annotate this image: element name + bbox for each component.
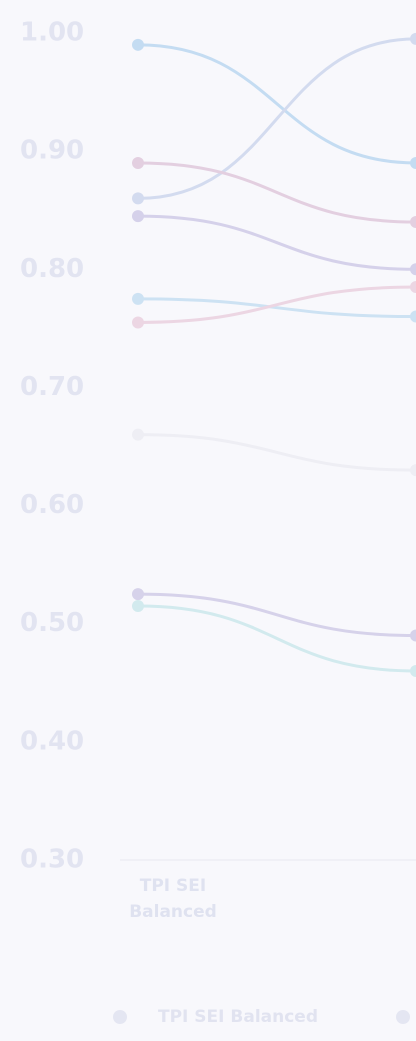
- data-point: [132, 428, 144, 441]
- series-line: [137, 297, 416, 319]
- legend-marker: [113, 1010, 127, 1024]
- data-point: [410, 310, 416, 323]
- data-point: [132, 192, 144, 205]
- y-tick-label: 0.80: [20, 254, 84, 284]
- series-line: [137, 604, 416, 673]
- y-tick-label: 0.90: [20, 136, 84, 166]
- x-tick-label: TPI SEI Balanced: [129, 876, 217, 922]
- data-point: [410, 216, 416, 229]
- y-tick-label: 1.00: [20, 18, 84, 48]
- data-point: [410, 281, 416, 294]
- series-line: [137, 214, 416, 271]
- data-point: [410, 156, 416, 169]
- series-line: [137, 37, 416, 200]
- data-point: [132, 38, 144, 51]
- series-line: [137, 43, 416, 165]
- data-point: [132, 588, 144, 601]
- y-tick-label: 0.50: [20, 608, 84, 638]
- data-point: [410, 464, 416, 477]
- series-line: [137, 433, 416, 472]
- y-tick-label: 0.60: [20, 490, 84, 520]
- data-point: [410, 263, 416, 276]
- data-point: [410, 629, 416, 642]
- data-point: [132, 599, 144, 612]
- data-point: [132, 210, 144, 223]
- data-point: [132, 156, 144, 169]
- data-point: [132, 292, 144, 305]
- data-point: [410, 664, 416, 677]
- y-tick-label: 0.40: [20, 726, 84, 756]
- legend-label: TPI SEI Balanced: [158, 1007, 318, 1027]
- series-line: [137, 161, 416, 224]
- y-tick-label: 0.30: [20, 845, 84, 875]
- legend-marker: [396, 1010, 410, 1024]
- series-line: [137, 285, 416, 324]
- data-point: [410, 32, 416, 45]
- data-point: [132, 316, 144, 329]
- y-tick-label: 0.70: [20, 372, 84, 402]
- series-line: [137, 592, 416, 638]
